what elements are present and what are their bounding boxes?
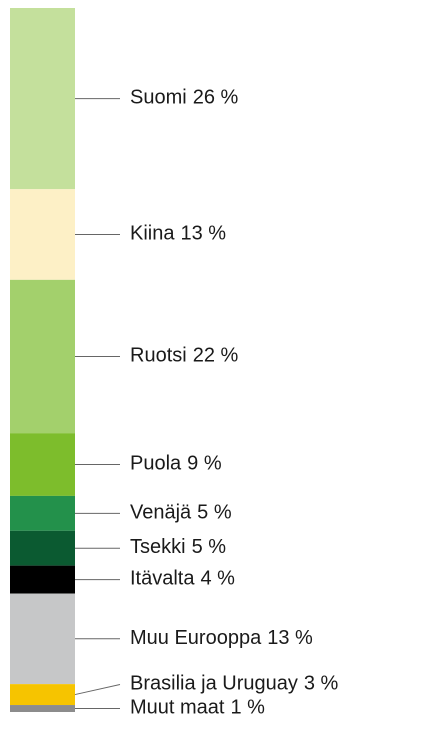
- category-name: Muu Eurooppa: [130, 627, 262, 649]
- value-label: 22 %: [193, 345, 239, 367]
- segment-label: Brasilia ja Uruguay 3 %: [130, 673, 339, 695]
- category-name: Itävalta: [130, 568, 195, 590]
- bar-segment: [10, 565, 75, 594]
- segment-label: Itävalta 4 %: [130, 568, 235, 590]
- segment-label: Muu Eurooppa 13 %: [130, 627, 313, 649]
- segment-label: Ruotsi 22 %: [130, 345, 239, 367]
- bar-segment: [10, 593, 75, 685]
- segment-label: Puola 9 %: [130, 453, 222, 475]
- bar-segment: [10, 189, 75, 280]
- value-label: 5 %: [197, 502, 232, 524]
- bar-segment: [10, 433, 75, 496]
- category-name: Venäjä: [130, 502, 192, 524]
- value-label: 3 %: [304, 673, 339, 695]
- category-name: Kiina: [130, 223, 175, 245]
- category-name: Ruotsi: [130, 345, 187, 367]
- bar-segment: [10, 684, 75, 706]
- value-label: 5 %: [192, 536, 227, 558]
- segment-label: Kiina 13 %: [130, 223, 226, 245]
- bar-segment: [10, 8, 75, 190]
- value-label: 13 %: [180, 223, 226, 245]
- category-name: Tsekki: [130, 536, 186, 558]
- segment-label: Tsekki 5 %: [130, 536, 226, 558]
- value-label: 26 %: [193, 87, 239, 109]
- value-label: 1 %: [230, 697, 265, 719]
- category-name: Suomi: [130, 87, 187, 109]
- bar-segment: [10, 705, 75, 712]
- category-name: Muut maat: [130, 697, 225, 719]
- value-label: 13 %: [267, 627, 313, 649]
- value-label: 9 %: [187, 453, 222, 475]
- category-name: Brasilia ja Uruguay: [130, 673, 298, 695]
- segment-label: Suomi 26 %: [130, 87, 239, 109]
- bar-segment: [10, 530, 75, 566]
- value-label: 4 %: [200, 568, 235, 590]
- bar-segment: [10, 279, 75, 434]
- segment-label: Venäjä 5 %: [130, 502, 232, 524]
- category-name: Puola: [130, 453, 182, 475]
- segment-label: Muut maat 1 %: [130, 697, 265, 719]
- bar-segment: [10, 495, 75, 531]
- leader-line: [74, 684, 121, 696]
